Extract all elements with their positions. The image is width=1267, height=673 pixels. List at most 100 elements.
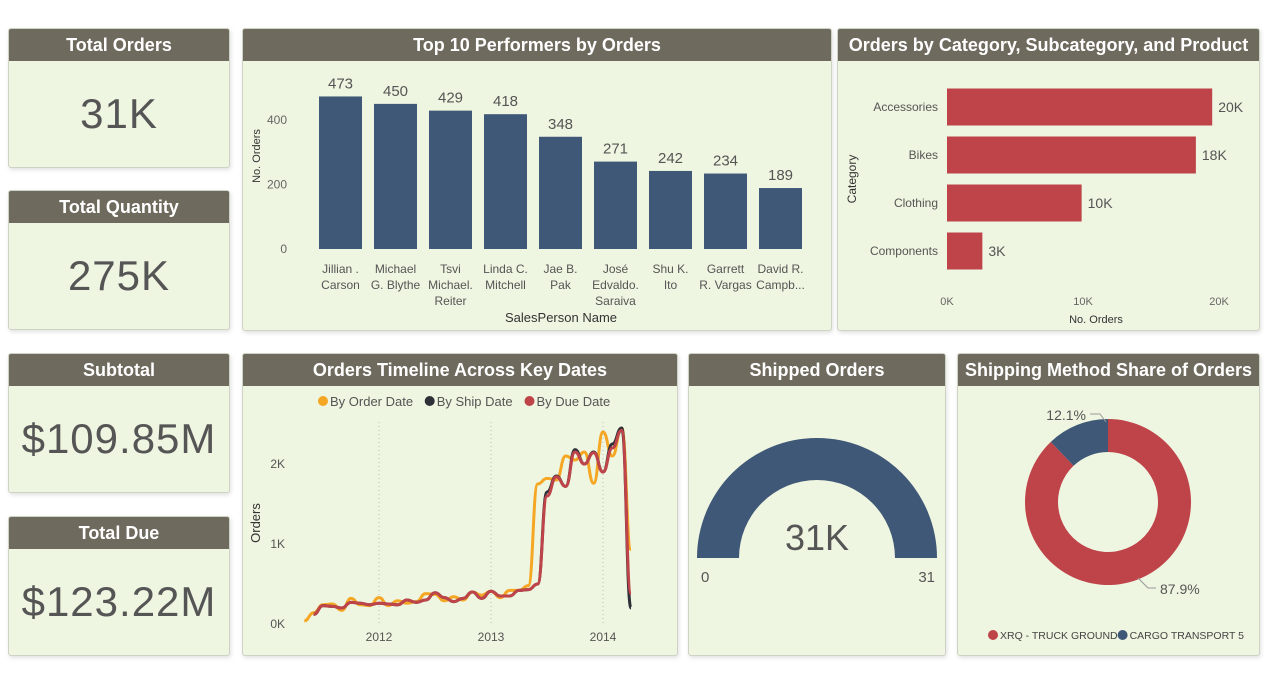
y-tick-label: 1K [270, 537, 285, 551]
x-tick-label: Saraiva [595, 294, 636, 308]
x-tick-label: Reiter [434, 294, 466, 308]
x-tick-label: 2014 [590, 630, 617, 644]
x-tick-label: David R. [757, 262, 803, 276]
card-title: Total Quantity [9, 191, 229, 223]
bar [759, 188, 802, 249]
shipped-orders-gauge: Shipped Orders 31K 0 31 [688, 353, 946, 656]
bar [947, 184, 1082, 222]
legend-label: By Due Date [537, 394, 611, 409]
card-title: Total Orders [9, 29, 229, 61]
x-tick-label: Jae B. [543, 262, 577, 276]
slice-label: 87.9% [1160, 581, 1200, 597]
x-axis-title: SalesPerson Name [505, 310, 617, 325]
x-tick-label: Linda C. [483, 262, 528, 276]
gauge-max: 31 [918, 569, 935, 586]
bar [319, 96, 362, 250]
data-label: 429 [438, 90, 463, 107]
bar [429, 110, 472, 250]
chart-title: Orders Timeline Across Key Dates [243, 354, 677, 386]
y-tick-label: Components [870, 244, 938, 258]
x-tick-label: Tsvi [440, 262, 461, 276]
x-tick-label: 20K [1209, 296, 1229, 308]
series-line [313, 428, 633, 616]
kpi-value: 31K [80, 90, 158, 137]
x-tick-label: 0K [940, 296, 954, 308]
data-label: 348 [548, 116, 573, 133]
bar [649, 170, 692, 249]
legend-marker [1117, 630, 1128, 640]
gauge-min: 0 [701, 569, 709, 586]
card-title: Subtotal [9, 354, 229, 386]
y-tick-label: 0K [270, 617, 285, 631]
bar [947, 136, 1196, 174]
bar [539, 136, 582, 249]
x-tick-label: Campb... [756, 278, 805, 292]
y-tick-label: Clothing [894, 196, 938, 210]
data-label: 418 [493, 93, 518, 110]
x-tick-label: Michael. [428, 278, 473, 292]
x-tick-label: José [603, 262, 629, 276]
x-tick-label: Carson [321, 278, 360, 292]
leader-line [1137, 577, 1156, 589]
legend-marker [988, 630, 998, 640]
kpi-total-quantity: Total Quantity 275K [8, 190, 230, 330]
leader-line [1090, 413, 1107, 423]
y-tick-label: 0 [280, 242, 287, 256]
x-tick-label: 10K [1073, 296, 1093, 308]
kpi-total-due: Total Due $123.22M [8, 516, 230, 656]
kpi-subtotal: Subtotal $109.85M [8, 353, 230, 493]
category-orders-chart[interactable]: Orders by Category, Subcategory, and Pro… [837, 28, 1260, 331]
card-title: Total Due [9, 517, 229, 549]
data-label: 450 [383, 83, 408, 100]
data-label: 10K [1088, 195, 1114, 211]
chart-title: Top 10 Performers by Orders [243, 29, 831, 61]
data-label: 234 [713, 153, 738, 170]
bar [484, 114, 527, 249]
orders-timeline-chart[interactable]: Orders Timeline Across Key Dates 2012 201… [242, 353, 678, 656]
data-label: 189 [768, 167, 793, 184]
kpi-value: $109.85M [21, 415, 217, 462]
x-tick-label: Edvaldo. [592, 278, 639, 292]
donut-slice [1025, 419, 1191, 585]
chart-title: Shipped Orders [689, 354, 945, 386]
top-performers-chart[interactable]: Top 10 Performers by Orders 0 200 400 473 Ji… [242, 28, 832, 331]
data-label: 473 [328, 75, 353, 92]
y-axis-title: Orders [248, 503, 263, 543]
data-label: 3K [988, 243, 1006, 259]
y-axis-title: No. Orders [251, 129, 263, 183]
x-tick-label: Jillian . [322, 262, 359, 276]
legend-label: XRQ - TRUCK GROUND [1000, 630, 1118, 642]
donut-slice [1050, 419, 1108, 466]
y-axis-title: Category [845, 155, 859, 204]
x-tick-label: Shu K. [652, 262, 688, 276]
y-tick-label: 2K [270, 457, 285, 471]
x-tick-label: 2012 [366, 630, 393, 644]
bar [374, 103, 417, 249]
kpi-value: 275K [67, 252, 171, 299]
bar [704, 173, 747, 249]
x-tick-label: Garrett [707, 262, 745, 276]
x-tick-label: Pak [550, 278, 572, 292]
y-tick-label: Accessories [873, 100, 938, 114]
x-axis-title: No. Orders [1069, 314, 1123, 326]
x-tick-label: 2013 [478, 630, 505, 644]
x-tick-label: Ito [664, 278, 678, 292]
series-line [304, 426, 633, 623]
legend-marker [424, 396, 435, 406]
series-line [313, 426, 633, 616]
y-tick-label: 400 [267, 113, 287, 127]
data-label: 271 [603, 141, 628, 158]
bar [594, 161, 637, 249]
shipping-method-donut[interactable]: Shipping Method Share of Orders 12.1% 87.… [957, 353, 1260, 656]
data-label: 242 [658, 150, 683, 167]
bar [947, 232, 983, 270]
x-tick-label: R. Vargas [699, 278, 751, 292]
kpi-total-orders: Total Orders 31K [8, 28, 230, 168]
legend-label: CARGO TRANSPORT 5 [1130, 630, 1245, 642]
x-tick-label: Mitchell [485, 278, 526, 292]
y-tick-label: 200 [267, 178, 287, 192]
gauge-value: 31K [785, 517, 849, 558]
chart-title: Orders by Category, Subcategory, and Pro… [838, 29, 1259, 61]
legend-marker [318, 396, 328, 406]
legend-label: By Ship Date [437, 394, 513, 409]
